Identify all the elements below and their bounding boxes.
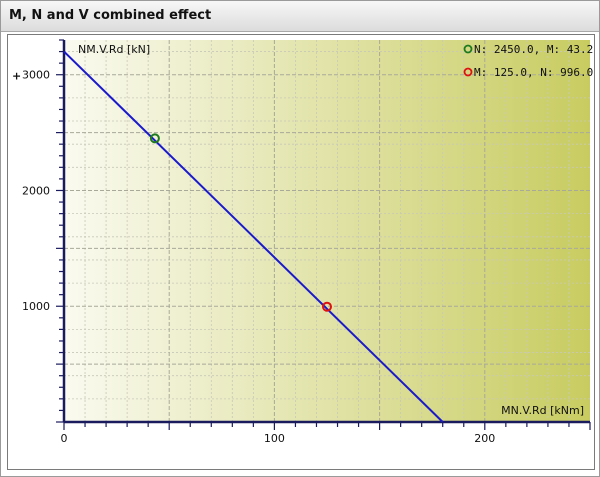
x-axis-title: MN.V.Rd [kNm] [501,404,584,417]
point-marker-2[interactable] [322,301,332,312]
window-title: M, N and V combined effect [9,8,212,23]
y-axis-title: NM.V.Rd [kN] [78,43,150,56]
y-tick-label: 2000 [22,184,50,197]
legend-label-2: M: 125.0, N: 996.0 [474,66,593,79]
title-bar: M, N and V combined effect [1,1,599,32]
x-tick-label: 200 [474,432,495,445]
legend-label-1: N: 2450.0, M: 43.2 [474,43,593,56]
legend-marker-2 [463,67,473,77]
legend-marker-1 [463,44,473,54]
interaction-line [63,50,444,423]
x-tick-label: 100 [264,432,285,445]
y-tick-label: 1000 [22,300,50,313]
axis-plus-marker: + [12,70,21,83]
y-tick-label: 3000 [22,69,50,82]
plot-background [64,40,590,422]
point-marker-1[interactable] [149,133,160,144]
x-tick-label: 0 [61,432,68,445]
